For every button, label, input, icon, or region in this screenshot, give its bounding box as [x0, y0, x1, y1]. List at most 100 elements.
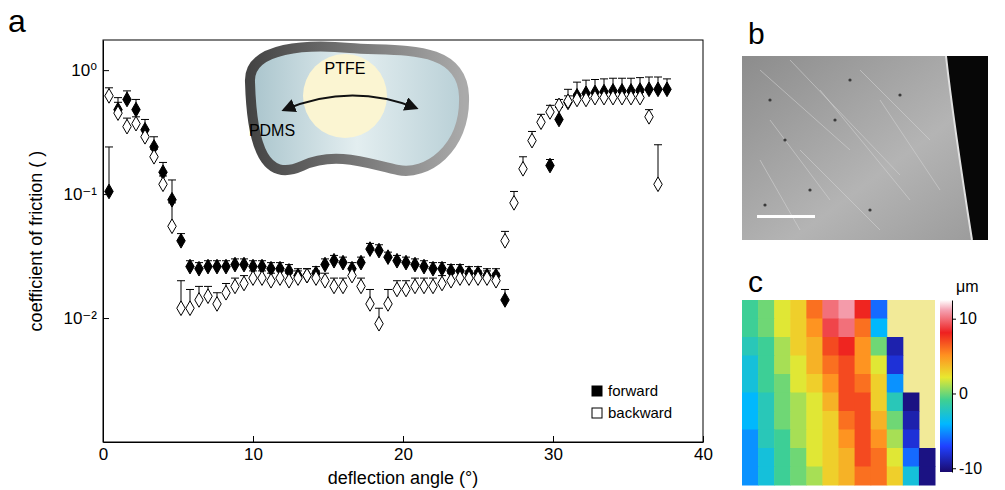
- tick-label: 10⁻²: [63, 309, 97, 328]
- data-point: [213, 297, 221, 312]
- heatmap-cell: [758, 300, 775, 319]
- data-point: [168, 219, 176, 234]
- heatmap-cells: [742, 300, 936, 486]
- heatmap-cell: [839, 467, 856, 486]
- panel-c: c100-10μm: [742, 265, 982, 486]
- data-point: [564, 95, 572, 110]
- data-point: [330, 253, 338, 268]
- heatmap-cell: [903, 448, 920, 467]
- tick-label: 10: [244, 445, 263, 464]
- data-point: [321, 273, 329, 288]
- data-point: [600, 90, 608, 105]
- x-axis-title: deflection angle (°): [328, 468, 478, 488]
- speck: [833, 118, 836, 121]
- data-point: [249, 271, 257, 286]
- tick: 10⁰: [71, 61, 109, 80]
- tick-mark: [952, 319, 956, 320]
- heatmap-cell: [839, 300, 856, 319]
- y-axis-title: coefficient of friction ( ): [26, 151, 46, 332]
- heatmap-cell: [839, 448, 856, 467]
- heatmap-cell: [758, 448, 775, 467]
- data-point: [564, 94, 572, 109]
- data-point: [141, 129, 149, 144]
- heatmap-cell: [806, 430, 823, 449]
- data-point: [636, 90, 644, 105]
- data-point: [303, 268, 311, 283]
- heatmap-cell: [855, 374, 872, 393]
- heatmap-cell: [822, 393, 839, 412]
- data-point: [411, 279, 419, 294]
- scratch: [860, 70, 930, 140]
- heatmap-cell: [758, 374, 775, 393]
- micrograph: [742, 56, 988, 240]
- data-point: [384, 250, 392, 265]
- heatmap-cell: [742, 337, 759, 356]
- heatmap-cell: [742, 393, 759, 412]
- heatmap-cell: [774, 337, 791, 356]
- tick: 0: [952, 385, 968, 402]
- heatmap-cell: [855, 467, 872, 486]
- heatmap-cell: [822, 300, 839, 319]
- tick-mark: [703, 436, 704, 442]
- legend-label: backward: [608, 404, 672, 421]
- data-point: [483, 271, 491, 286]
- tick: 10⁻¹: [63, 185, 109, 204]
- heatmap-cell: [919, 448, 936, 467]
- heatmap-cell: [742, 430, 759, 449]
- axis-line: [952, 301, 953, 473]
- data-point: [573, 92, 581, 107]
- data-point: [375, 316, 383, 331]
- data-point: [465, 271, 473, 286]
- heatmap-cell: [855, 448, 872, 467]
- data-point: [510, 196, 518, 211]
- data-point: [357, 279, 365, 294]
- data-point: [105, 184, 113, 199]
- tick-label: 20: [394, 445, 413, 464]
- data-point: [267, 273, 275, 288]
- data-point: [501, 293, 509, 308]
- heatmap-cell: [871, 467, 888, 486]
- tick: 10: [244, 436, 263, 464]
- tick-label: 10⁰: [71, 61, 97, 80]
- heatmap-cell: [903, 411, 920, 430]
- tick: -10: [952, 460, 982, 477]
- heatmap-cell: [758, 337, 775, 356]
- heatmap-cell: [871, 411, 888, 430]
- heatmap-cell: [887, 356, 904, 375]
- data-point: [132, 116, 140, 131]
- axis-line: [103, 41, 104, 443]
- tick-mark: [952, 393, 956, 394]
- data-point: [591, 90, 599, 105]
- legend: forwardbackward: [592, 382, 672, 421]
- tick-mark: [103, 70, 109, 71]
- data-point: [114, 106, 122, 121]
- heatmap-cell: [790, 467, 807, 486]
- heatmap-cell: [806, 411, 823, 430]
- data-point: [618, 90, 626, 105]
- data-point: [204, 289, 212, 304]
- legend-swatch: [592, 408, 602, 418]
- heatmap-cell: [903, 393, 920, 412]
- heatmap-cell: [774, 430, 791, 449]
- heatmap-cell: [822, 411, 839, 430]
- data-point: [627, 90, 635, 105]
- data-point: [357, 255, 365, 270]
- data-point: [177, 233, 185, 248]
- heatmap-cell: [855, 430, 872, 449]
- heatmap-cell: [822, 430, 839, 449]
- data-point: [555, 98, 563, 113]
- data-point: [438, 261, 446, 276]
- heatmap-cell: [806, 337, 823, 356]
- data-point: [159, 177, 167, 192]
- data-point: [195, 261, 203, 276]
- data-point: [411, 257, 419, 272]
- tick-label: -10: [959, 460, 982, 477]
- heatmap-cell: [774, 467, 791, 486]
- heatmap-cell: [855, 300, 872, 319]
- data-point: [645, 109, 653, 124]
- data-point: [186, 259, 194, 274]
- heatmap-cell: [871, 300, 888, 319]
- data-point: [222, 285, 230, 300]
- data-point: [645, 82, 653, 97]
- heatmap-cell: [790, 393, 807, 412]
